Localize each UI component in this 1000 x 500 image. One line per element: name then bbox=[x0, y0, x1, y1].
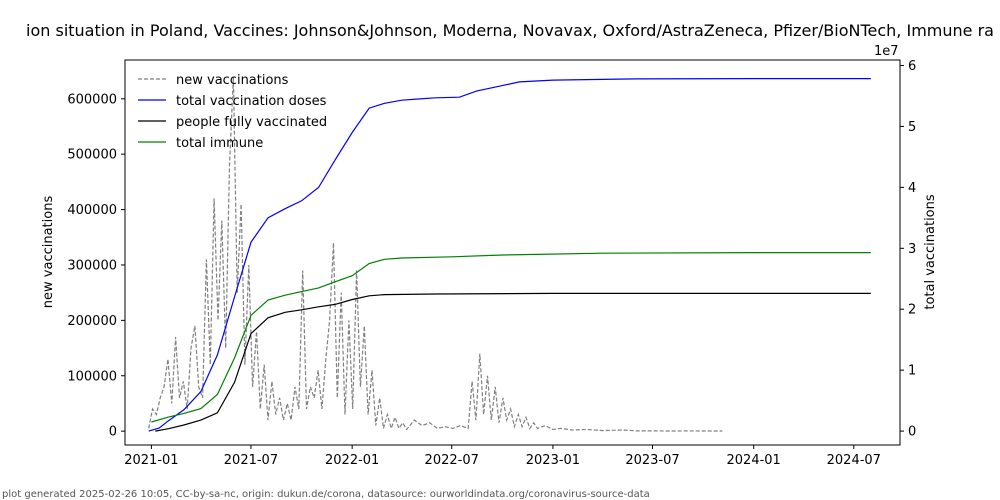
x-tick-label: 2022-01 bbox=[325, 453, 379, 468]
legend-label: people fully vaccinated bbox=[176, 115, 327, 130]
x-tick-label: 2024-01 bbox=[727, 453, 781, 468]
footer-note: plot generated 2025-02-26 10:05, CC-by-s… bbox=[2, 489, 650, 500]
x-tick-label: 2022-07 bbox=[425, 453, 479, 468]
y-tick-label-left: 300000 bbox=[67, 258, 117, 273]
y-tick-label-right: 1 bbox=[908, 364, 916, 379]
chart-title: ion situation in Poland, Vaccines: Johns… bbox=[26, 21, 994, 40]
y-tick-label-left: 0 bbox=[109, 425, 117, 440]
x-tick-label: 2023-07 bbox=[625, 453, 679, 468]
y-axis-label-right: total vaccinations bbox=[923, 194, 938, 310]
y-tick-label-right: 6 bbox=[908, 59, 916, 74]
y-tick-label-left: 600000 bbox=[67, 92, 117, 107]
y-tick-label-left: 100000 bbox=[67, 369, 117, 384]
series-line-people-fully-vaccinated bbox=[155, 292, 871, 432]
legend-label: new vaccinations bbox=[176, 73, 289, 88]
y-tick-label-left: 500000 bbox=[67, 148, 117, 163]
series-line-new-vaccinations bbox=[148, 76, 723, 432]
plot-frame bbox=[124, 59, 901, 446]
y-tick-label-right: 5 bbox=[908, 120, 916, 135]
x-tick-label: 2023-01 bbox=[526, 453, 580, 468]
y-tick-label-right: 2 bbox=[908, 303, 916, 318]
series-line-total-vaccination-doses bbox=[148, 78, 871, 432]
y-tick-label-right: 3 bbox=[908, 242, 916, 257]
x-tick-label: 2024-07 bbox=[827, 453, 881, 468]
right-axis-multiplier: 1e7 bbox=[874, 44, 899, 59]
y-axis-label-left: new vaccinations bbox=[41, 196, 56, 309]
legend-label: total vaccination doses bbox=[176, 94, 327, 109]
legend-label: total immune bbox=[176, 136, 263, 151]
y-tick-label-right: 4 bbox=[908, 181, 916, 196]
y-tick-label-left: 400000 bbox=[67, 203, 117, 218]
y-tick-label-left: 200000 bbox=[67, 314, 117, 329]
x-tick-label: 2021-07 bbox=[224, 453, 278, 468]
series-line-total-immune bbox=[151, 252, 871, 423]
y-tick-label-right: 0 bbox=[908, 425, 916, 440]
x-tick-label: 2021-01 bbox=[124, 453, 178, 468]
